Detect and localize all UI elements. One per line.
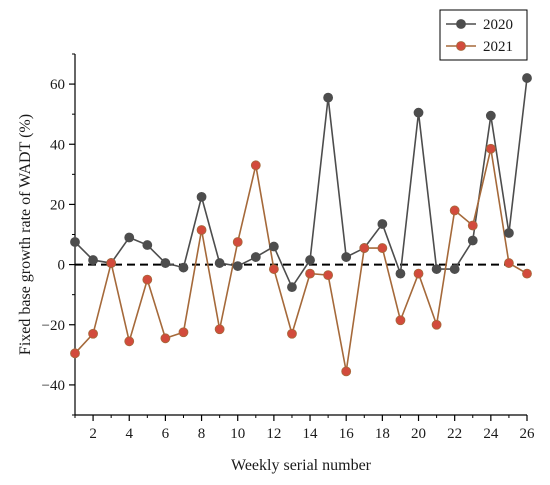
data-point-2021 — [142, 274, 153, 285]
y-tick-label: −20 — [42, 318, 65, 334]
x-tick-label: 26 — [520, 426, 536, 442]
data-point-2020 — [142, 240, 153, 250]
x-axis-title: Weekly serial number — [231, 457, 372, 474]
series-line-2020 — [74, 77, 528, 289]
data-point-2021 — [196, 225, 207, 235]
legend-label-2021: 2021 — [483, 39, 513, 55]
legend-marker-2020 — [456, 19, 466, 29]
x-tick-label: 6 — [162, 426, 170, 442]
data-point-2020 — [341, 252, 352, 262]
data-point-2020 — [449, 264, 460, 274]
data-point-2021 — [522, 268, 532, 279]
series-line-2021 — [74, 148, 528, 372]
y-axis-title: Fixed base growth rate of WADT (%) — [17, 114, 34, 355]
x-tick-label: 14 — [303, 426, 319, 442]
legend-label-2020: 2020 — [483, 17, 513, 33]
y-tick-label: 20 — [50, 197, 65, 213]
data-point-2021 — [250, 160, 261, 171]
data-point-2021 — [485, 143, 496, 154]
data-point-2021 — [268, 264, 279, 274]
data-point-2020 — [413, 107, 424, 118]
y-tick-label: 40 — [50, 137, 65, 153]
data-point-2020 — [305, 255, 315, 265]
x-tick-label: 24 — [483, 426, 499, 442]
data-point-2021 — [395, 315, 406, 326]
x-tick-label: 10 — [230, 426, 245, 442]
data-point-2021 — [341, 366, 352, 377]
x-tick-label: 22 — [447, 426, 462, 442]
data-point-2021 — [178, 327, 189, 338]
data-point-2020 — [522, 73, 532, 83]
x-tick-label: 2 — [89, 426, 97, 442]
x-tick-label: 8 — [198, 426, 206, 442]
data-point-2020 — [377, 219, 388, 229]
x-tick-label: 4 — [125, 426, 133, 442]
data-point-2020 — [178, 262, 189, 273]
legend-marker-2021 — [456, 41, 466, 51]
data-point-2020 — [214, 258, 225, 268]
data-point-2020 — [467, 235, 478, 246]
data-point-2020 — [323, 92, 334, 103]
data-point-2021 — [359, 243, 370, 253]
data-point-2020 — [268, 241, 279, 252]
data-point-2020 — [431, 264, 442, 274]
y-tick-label: 60 — [50, 77, 65, 93]
data-point-2021 — [160, 333, 171, 344]
data-point-2020 — [395, 268, 406, 279]
data-point-2021 — [467, 220, 478, 231]
data-point-2021 — [287, 328, 297, 339]
data-point-2021 — [323, 270, 334, 281]
data-point-2020 — [485, 110, 496, 121]
data-point-2021 — [305, 268, 315, 279]
data-point-2021 — [70, 348, 80, 359]
data-point-2021 — [413, 268, 424, 279]
x-tick-label: 18 — [375, 426, 390, 442]
x-tick-label: 16 — [339, 426, 355, 442]
x-tick-label: 12 — [266, 426, 281, 442]
data-point-2020 — [70, 237, 80, 247]
y-tick-label: 0 — [58, 258, 66, 274]
data-point-2020 — [160, 258, 171, 268]
data-point-2021 — [106, 258, 117, 268]
data-point-2020 — [232, 261, 243, 271]
data-point-2020 — [287, 282, 297, 293]
data-point-2020 — [88, 255, 98, 265]
legend-box — [439, 9, 528, 61]
data-point-2021 — [232, 237, 243, 247]
data-point-2020 — [124, 232, 135, 243]
data-point-2021 — [449, 205, 460, 216]
data-point-2021 — [504, 258, 514, 268]
data-point-2021 — [431, 319, 442, 330]
data-point-2021 — [88, 328, 98, 339]
data-point-2021 — [214, 324, 225, 335]
x-tick-label: 20 — [411, 426, 426, 442]
data-point-2020 — [250, 252, 261, 262]
data-point-2020 — [504, 228, 514, 238]
data-point-2021 — [124, 336, 135, 347]
data-point-2020 — [196, 191, 207, 202]
y-tick-label: −40 — [42, 378, 65, 394]
data-point-2021 — [377, 243, 388, 253]
